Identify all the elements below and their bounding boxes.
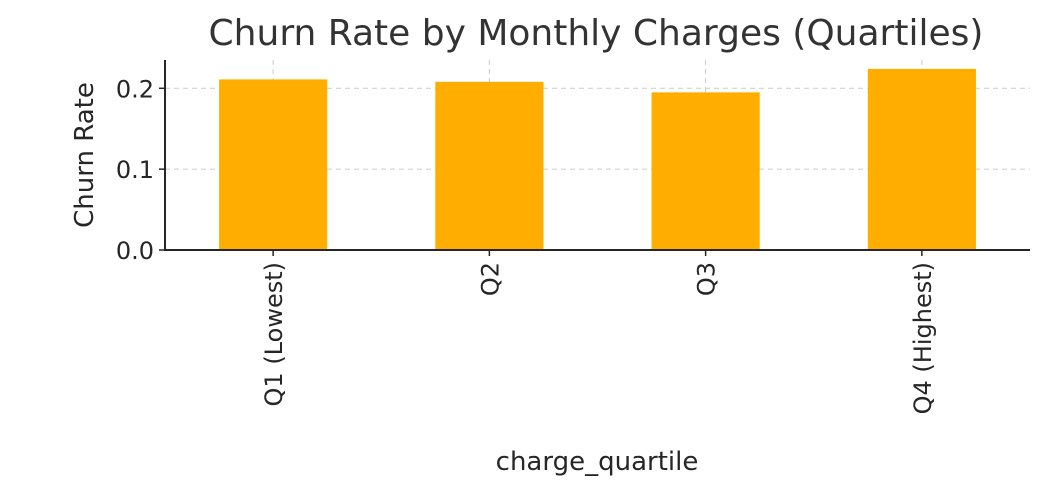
x-tick-label: Q1 (Lowest) — [260, 262, 288, 406]
bar — [219, 79, 328, 250]
x-ticks: Q1 (Lowest) Q2 Q3 Q4 (Highest) — [260, 250, 937, 414]
x-tick-label: Q3 — [693, 262, 721, 296]
bars — [219, 68, 976, 250]
x-axis-label: charge_quartile — [496, 447, 699, 477]
y-axis-label: Churn Rate — [70, 82, 100, 228]
bar — [867, 68, 976, 250]
bar — [651, 92, 760, 250]
y-tick-label: 0.2 — [116, 75, 154, 103]
y-tick-label: 0.1 — [116, 156, 154, 184]
y-ticks: 0.0 0.1 0.2 — [116, 75, 165, 265]
chart-title: Churn Rate by Monthly Charges (Quartiles… — [209, 13, 984, 54]
y-tick-label: 0.0 — [116, 237, 154, 265]
axes — [164, 60, 1030, 251]
x-tick-label: Q2 — [476, 262, 504, 296]
bar — [435, 81, 544, 250]
x-tick-label: Q4 (Highest) — [909, 262, 937, 414]
